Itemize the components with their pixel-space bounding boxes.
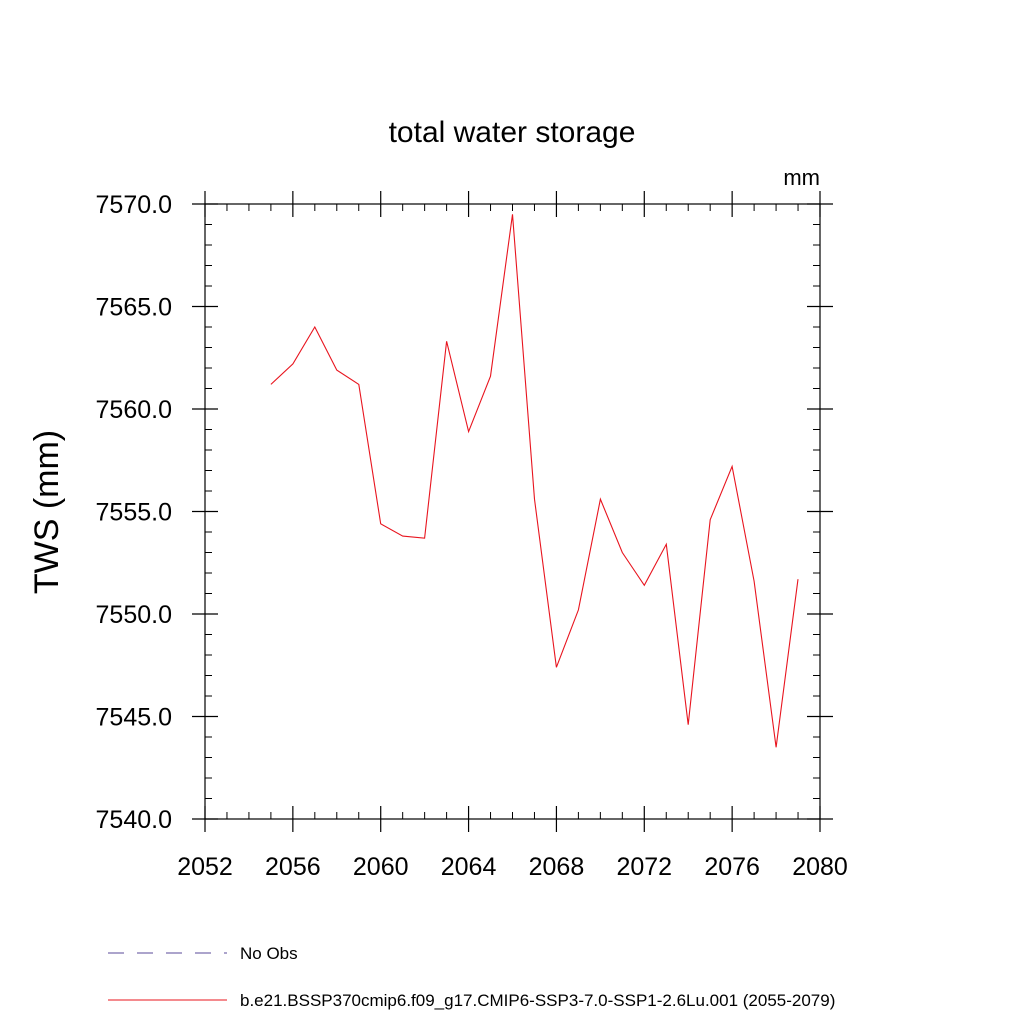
x-tick-label: 2080 <box>792 853 848 881</box>
x-tick-label: 2056 <box>265 853 321 881</box>
series-line <box>270 214 799 748</box>
y-tick-label: 7565.0 <box>96 294 172 322</box>
y-tick-label: 7550.0 <box>96 601 172 629</box>
x-tick-label: 2076 <box>704 853 760 881</box>
chart-title: total water storage <box>389 116 636 149</box>
x-tick-label: 2068 <box>529 853 585 881</box>
legend-label: No Obs <box>240 944 298 963</box>
x-tick-label: 2064 <box>441 853 497 881</box>
y-axis-label: TWS (mm) <box>28 430 66 594</box>
y-tick-label: 7555.0 <box>96 499 172 527</box>
major-ticks <box>192 191 833 832</box>
legend: No Obs b.e21.BSSP370cmip6.f09_g17.CMIP6-S… <box>108 944 835 1010</box>
legend-label: b.e21.BSSP370cmip6.f09_g17.CMIP6-SSP3-7.… <box>240 991 835 1010</box>
series-lines <box>270 214 799 748</box>
plot-frame <box>204 203 821 820</box>
y-tick-label: 7540.0 <box>96 806 172 834</box>
units-label: mm <box>783 165 820 190</box>
x-tick-label: 2072 <box>616 853 672 881</box>
y-tick-label: 7570.0 <box>96 191 172 219</box>
y-tick-label: 7545.0 <box>96 704 172 732</box>
x-tick-label: 2052 <box>177 853 233 881</box>
x-tick-labels: 2052 2056 2060 2064 2068 2072 2076 2080 <box>177 853 848 881</box>
y-tick-label: 7560.0 <box>96 396 172 424</box>
x-tick-label: 2060 <box>353 853 409 881</box>
y-tick-labels: 7540.0 7545.0 7550.0 7555.0 7560.0 7565.0 7570… <box>96 191 172 834</box>
minor-ticks <box>205 204 820 819</box>
